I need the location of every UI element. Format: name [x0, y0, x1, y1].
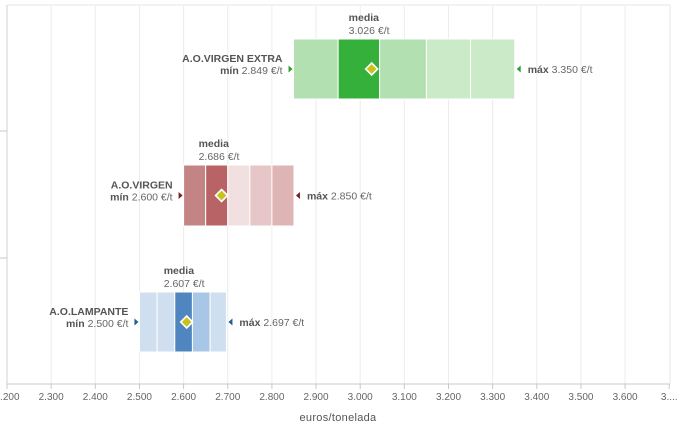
- media-value: 3.026 €/t: [349, 25, 390, 37]
- tick-label: 2.400: [83, 392, 108, 403]
- range-segment: [379, 38, 427, 100]
- range-segment: [191, 291, 211, 353]
- tick-label: 3.200: [436, 392, 461, 403]
- max-marker: [228, 318, 233, 326]
- tick-label: 2.800: [259, 392, 284, 403]
- mean-marker: [364, 61, 379, 77]
- tick-label: 3....: [661, 392, 678, 403]
- max-label: máx 2.850 €/t: [307, 191, 372, 203]
- media-value: 2.607 €/t: [164, 278, 205, 290]
- tick-label: 3.100: [392, 392, 417, 403]
- max-marker: [516, 65, 521, 73]
- min-marker: [178, 192, 183, 199]
- tick-label: 2.600: [171, 392, 196, 403]
- tick-label: 2.500: [127, 392, 152, 403]
- range-segment: [209, 291, 227, 353]
- tick-label: 2.300: [39, 392, 64, 403]
- tick-label: 3.500: [568, 392, 593, 403]
- tick-label: 2.200: [0, 392, 20, 403]
- range-segment: [183, 164, 207, 227]
- tick-label: 3.600: [613, 392, 638, 403]
- min-label: mín 2.600 €/t: [110, 192, 173, 204]
- min-label: mín 2.849 €/t: [220, 65, 283, 77]
- range-segment: [156, 291, 176, 353]
- series-name-label: A.O.VIRGEN EXTRA: [182, 53, 283, 65]
- x-axis-ticks: 2.200 2.300 2.400 2.500 2.600 2.700 2.800 2.900…: [0, 384, 678, 403]
- series-name-label: A.O.VIRGEN: [111, 180, 173, 192]
- media-value: 2.686 €/t: [199, 151, 240, 163]
- min-label: mín 2.500 €/t: [66, 318, 129, 330]
- media-label: media: [199, 138, 230, 150]
- range-segment: [271, 164, 295, 227]
- range-segment: [227, 164, 251, 227]
- tick-label: 3.400: [524, 392, 549, 403]
- mean-marker: [179, 314, 194, 330]
- range-segment: [470, 38, 516, 100]
- max-label: máx 3.350 €/t: [528, 64, 593, 76]
- series-name-label: A.O.LAMPANTE: [49, 306, 128, 318]
- range-segment: [425, 38, 472, 100]
- range-segment: [249, 164, 273, 227]
- max-marker: [295, 192, 300, 199]
- range-segment: [138, 291, 158, 353]
- range-segment: [293, 38, 339, 100]
- tick-label: 2.900: [304, 392, 329, 403]
- media-label: media: [349, 12, 380, 24]
- min-marker: [288, 65, 293, 73]
- x-axis-title: euros/tonelada: [300, 412, 378, 424]
- mean-marker: [214, 188, 229, 203]
- tick-label: 3.000: [348, 392, 373, 403]
- tick-label: 3.300: [480, 392, 505, 403]
- max-label: máx 2.697 €/t: [239, 317, 304, 329]
- tick-label: 2.700: [215, 392, 240, 403]
- min-marker: [134, 318, 139, 326]
- media-label: media: [164, 265, 195, 277]
- plot-frame: [0, 4, 671, 385]
